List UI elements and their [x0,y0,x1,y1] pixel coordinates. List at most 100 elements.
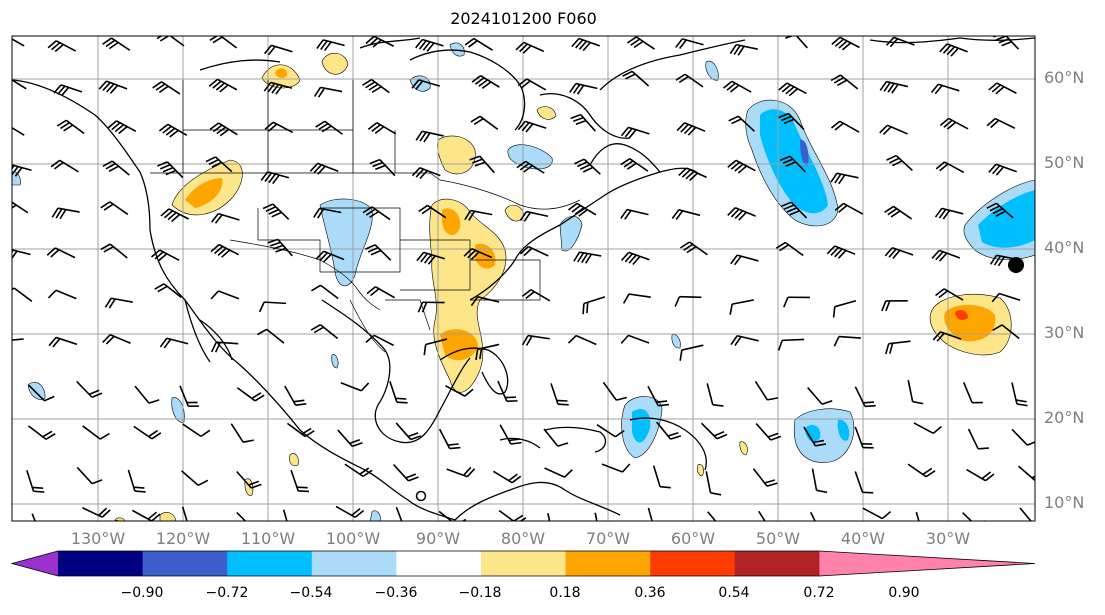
wind-barb [470,115,499,130]
wind-barb [267,238,293,257]
wind-barb [344,463,373,478]
wind-barb [988,82,1017,95]
colorbar-tick-label: −0.36 [374,585,418,601]
wind-barb [205,156,233,173]
wind-barb [157,161,184,179]
wind-barb [582,296,606,315]
wind-barb [102,160,130,176]
wind-barb [499,424,522,445]
wind-barb [594,512,601,521]
lat-label-50: 50°N [1044,153,1085,172]
lon-label-70w: 70°W [585,529,631,548]
map-title: 2024101200 F060 [450,9,597,28]
wind-barb [182,423,211,438]
wind-barb [519,245,549,257]
wind-barb [418,204,447,219]
wind-barb [544,467,573,478]
wind-barb [832,299,857,318]
colorbar-tick-label: 0.72 [803,585,835,601]
lon-label-30w: 30°W [925,529,971,548]
wind-barb [543,428,569,447]
wind-barb [705,471,722,496]
wind-barb [885,36,915,48]
wind-barb [340,381,370,392]
wind-barb [730,254,759,266]
wind-barb [571,37,600,52]
wind-barb [567,334,597,346]
wind-barb [729,299,754,315]
wind-barb [671,209,701,220]
wind-barb [675,38,704,49]
wind-barb [811,468,828,494]
wind-barb [264,121,294,134]
wind-barb [411,167,441,180]
wind-barb [779,155,807,173]
wind-barb [82,425,110,440]
wind-barb [48,336,78,348]
colorbar-outline [10,550,1036,577]
wind-barb [700,422,728,440]
wind-barb [497,380,518,403]
wind-barb [854,426,874,449]
wind-barb [931,249,961,262]
lon-label-60w: 60°W [670,529,716,548]
wind-barb [723,80,752,93]
wind-barb [783,296,810,308]
wind-barb [12,163,32,177]
wind-barb [986,117,1016,129]
wind-barb [1011,428,1035,446]
lat-label-40: 40°N [1044,238,1085,257]
wind-barb [602,381,627,401]
wind-barb [521,334,550,346]
lat-label-30: 30°N [1044,323,1085,342]
wind-barb [1019,507,1035,521]
wind-barb [104,297,133,309]
wind-barb [181,506,190,521]
colorbar-segment [396,551,482,576]
wind-barb [12,123,25,136]
wind-barb [730,334,759,346]
wind-barb [516,160,545,174]
wind-barb [884,205,913,220]
wind-barb [879,80,909,94]
wind-barb [475,343,500,361]
wind-barb [515,41,545,54]
wind-barb [830,74,859,90]
wind-barb [131,509,161,521]
wind-barb [915,511,924,521]
wind-barb [519,210,549,222]
wind-barb [310,324,339,340]
wind-barb [282,509,291,521]
wind-barb [492,470,522,484]
lon-label-80w: 80°W [500,529,546,548]
wind-barb [262,203,290,220]
colorbar-tick-label: −0.72 [205,585,249,601]
wind-barb [362,78,390,94]
wind-barb [803,426,827,447]
wind-barb [392,464,419,482]
wind-barb [885,340,911,355]
colorbar-tick-label: 0.54 [718,585,750,601]
contour-fields [12,42,1035,521]
wind-barb [574,158,601,175]
wind-barb [778,82,807,97]
wind-barb [210,341,239,353]
wind-barb [236,387,265,402]
wind-barb [934,207,964,220]
wind-barb [290,469,310,493]
wind-barb [98,80,128,94]
wind-barb [469,155,495,174]
positive-anomaly-regions [114,52,1012,521]
wind-barb [53,84,83,97]
lon-label-50w: 50°W [755,529,801,548]
wind-barb [675,73,704,88]
wind-barb [907,379,924,405]
colorbar-segment [142,551,228,576]
wind-barb [438,428,461,450]
wind-barb [622,70,650,87]
wind-barb [881,300,908,312]
station-marker [415,490,427,502]
wind-barb [395,506,405,521]
wind-barb [107,120,137,135]
